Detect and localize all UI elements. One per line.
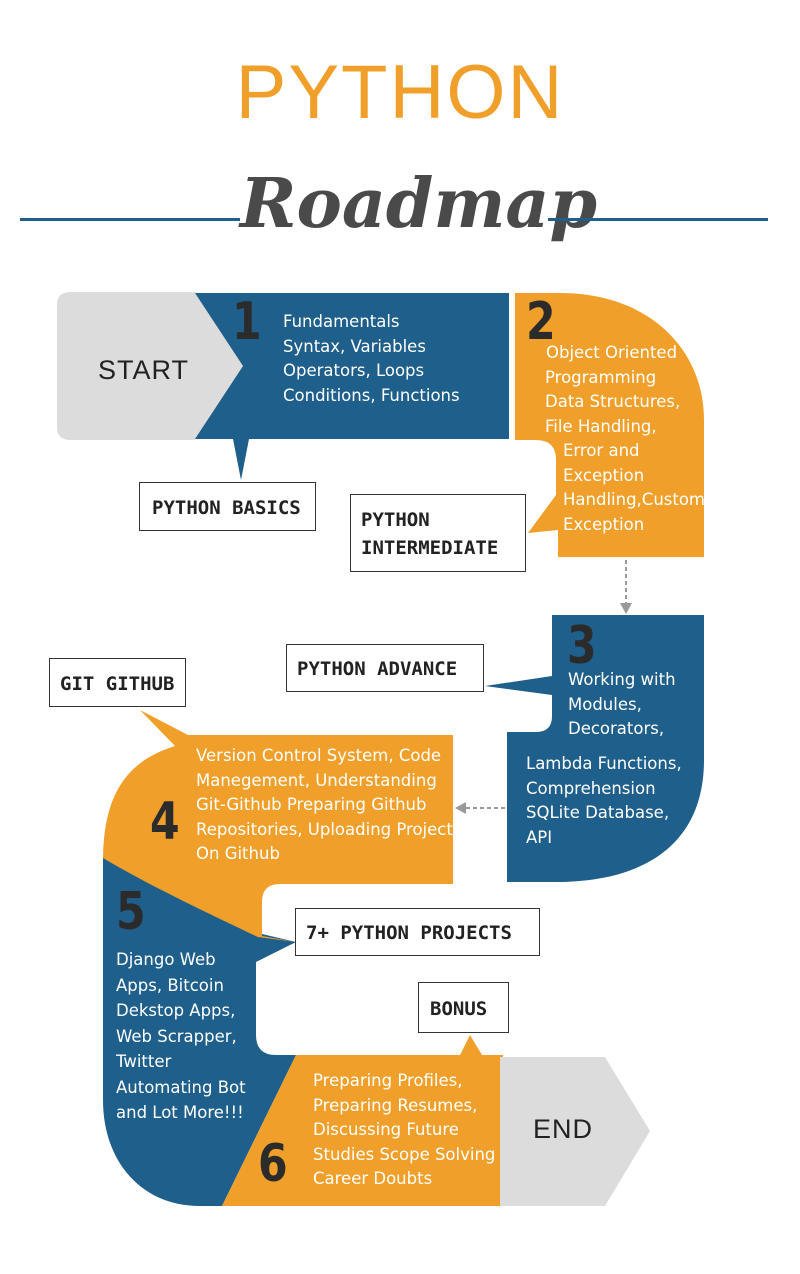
step-6-number: 6 (258, 1134, 288, 1194)
step-1-description: Fundamentals Syntax, Variables Operators… (283, 310, 460, 408)
step-2-line: Exception (563, 514, 645, 534)
step-3-line: Comprehension (526, 778, 656, 798)
step-4-line: Git-Github Preparing Github (196, 795, 427, 814)
label-python-intermediate-line: PYTHON (361, 509, 430, 531)
step-4-line: Repositories, Uploading Projects (196, 819, 462, 839)
step-6-line: Discussing Future (313, 1120, 459, 1139)
start-arrow-shape (57, 292, 245, 440)
label-python-projects-text: 7+ PYTHON PROJECTS (306, 922, 512, 944)
step-2-shape (515, 293, 704, 557)
step-3-description-bottom: Lambda Functions, Comprehension SQLite D… (526, 752, 682, 850)
step-5-line: Web Scrapper, (116, 1026, 237, 1046)
title-rule-left (20, 218, 240, 221)
step-3-number: 3 (567, 616, 597, 676)
step-1-line: Conditions, Functions (283, 385, 460, 405)
step-4-line: Manegement, Understanding (196, 770, 437, 790)
step-5-line: and Lot More!!! (116, 1103, 244, 1122)
step-1-number: 1 (232, 292, 262, 352)
step-2-line: Data Structures, (545, 392, 681, 411)
step-2-line: Object Oriented (546, 343, 678, 362)
step-2-description: Object Oriented Programming Data Structu… (545, 341, 705, 537)
step-3-line: Lambda Functions, (526, 754, 682, 773)
step-4-line: On Github (196, 844, 280, 863)
page-subtitle: Roadmap (240, 164, 598, 244)
title-rule-right (548, 218, 768, 221)
step-5-line: Twitter (116, 1052, 172, 1071)
start-label: START (98, 355, 190, 385)
step-1-line: Operators, Loops (283, 361, 425, 380)
step-4-line: Version Control System, Code (196, 746, 442, 765)
step-2-number: 2 (526, 292, 556, 352)
step-1-line: Syntax, Variables (283, 336, 426, 356)
step-2-line: File Handling, (545, 416, 657, 436)
step-6-line: Career Doubts (313, 1169, 433, 1188)
connector-3-4-head (455, 802, 466, 814)
end-label: END (533, 1114, 594, 1144)
step-5-shape (103, 858, 296, 1206)
label-git-github-text: GIT GITHUB (60, 673, 175, 695)
label-python-intermediate-line: INTERMEDIATE (361, 537, 499, 559)
step-1-shape (195, 293, 509, 480)
step-2-line: Handling,Custom (563, 490, 706, 509)
step-1-line: Fundamentals (283, 312, 400, 331)
step-4-shape (103, 710, 453, 942)
step-5-line: Automating Bot (116, 1077, 246, 1097)
step-3-shape (485, 615, 704, 882)
label-python-intermediate: PYTHON INTERMEDIATE (350, 494, 526, 572)
step-2-line: Programming (545, 367, 657, 387)
step-3-line: API (526, 827, 553, 847)
step-2-line: Exception (563, 465, 645, 485)
label-python-basics: PYTHON BASICS (139, 482, 316, 531)
step-4-number: 4 (150, 792, 180, 852)
label-git-github: GIT GITHUB (49, 658, 186, 707)
step-6-shape (222, 1035, 503, 1206)
connector-2-3-head (620, 603, 632, 614)
step-2-line: Error and (563, 441, 640, 460)
label-python-basics-text: PYTHON BASICS (152, 497, 301, 519)
step-5-line: Apps, Bitcoin (116, 975, 224, 995)
label-bonus-text: BONUS (430, 998, 488, 1020)
label-python-projects: 7+ PYTHON PROJECTS (295, 908, 540, 956)
step-6-description: Preparing Profiles, Preparing Resumes, D… (313, 1069, 495, 1192)
step-3-line: Modules, (568, 694, 642, 714)
step-5-line: Dekstop Apps, (116, 1001, 236, 1020)
step-3-line: Working with (568, 670, 676, 689)
step-6-line: Preparing Resumes, (313, 1095, 478, 1115)
step-4-description: Version Control System, Code Manegement,… (196, 744, 461, 867)
step-6-line: Studies Scope Solving (313, 1144, 496, 1164)
end-arrow-shape (500, 1057, 650, 1206)
step-5-line: Django Web (116, 950, 216, 969)
step-5-number: 5 (116, 882, 146, 942)
page-title: PYTHON (235, 50, 565, 135)
step-3-description-top: Working with Modules, Decorators, (568, 668, 676, 742)
step-3-line: Decorators, (568, 719, 665, 738)
label-bonus: BONUS (418, 982, 509, 1033)
step-5-description: Django Web Apps, Bitcoin Dekstop Apps, W… (116, 947, 246, 1126)
step-6-line: Preparing Profiles, (313, 1071, 463, 1090)
label-python-advance: PYTHON ADVANCE (286, 644, 484, 692)
label-python-advance-text: PYTHON ADVANCE (297, 658, 458, 680)
step-3-line: SQLite Database, (526, 803, 670, 822)
